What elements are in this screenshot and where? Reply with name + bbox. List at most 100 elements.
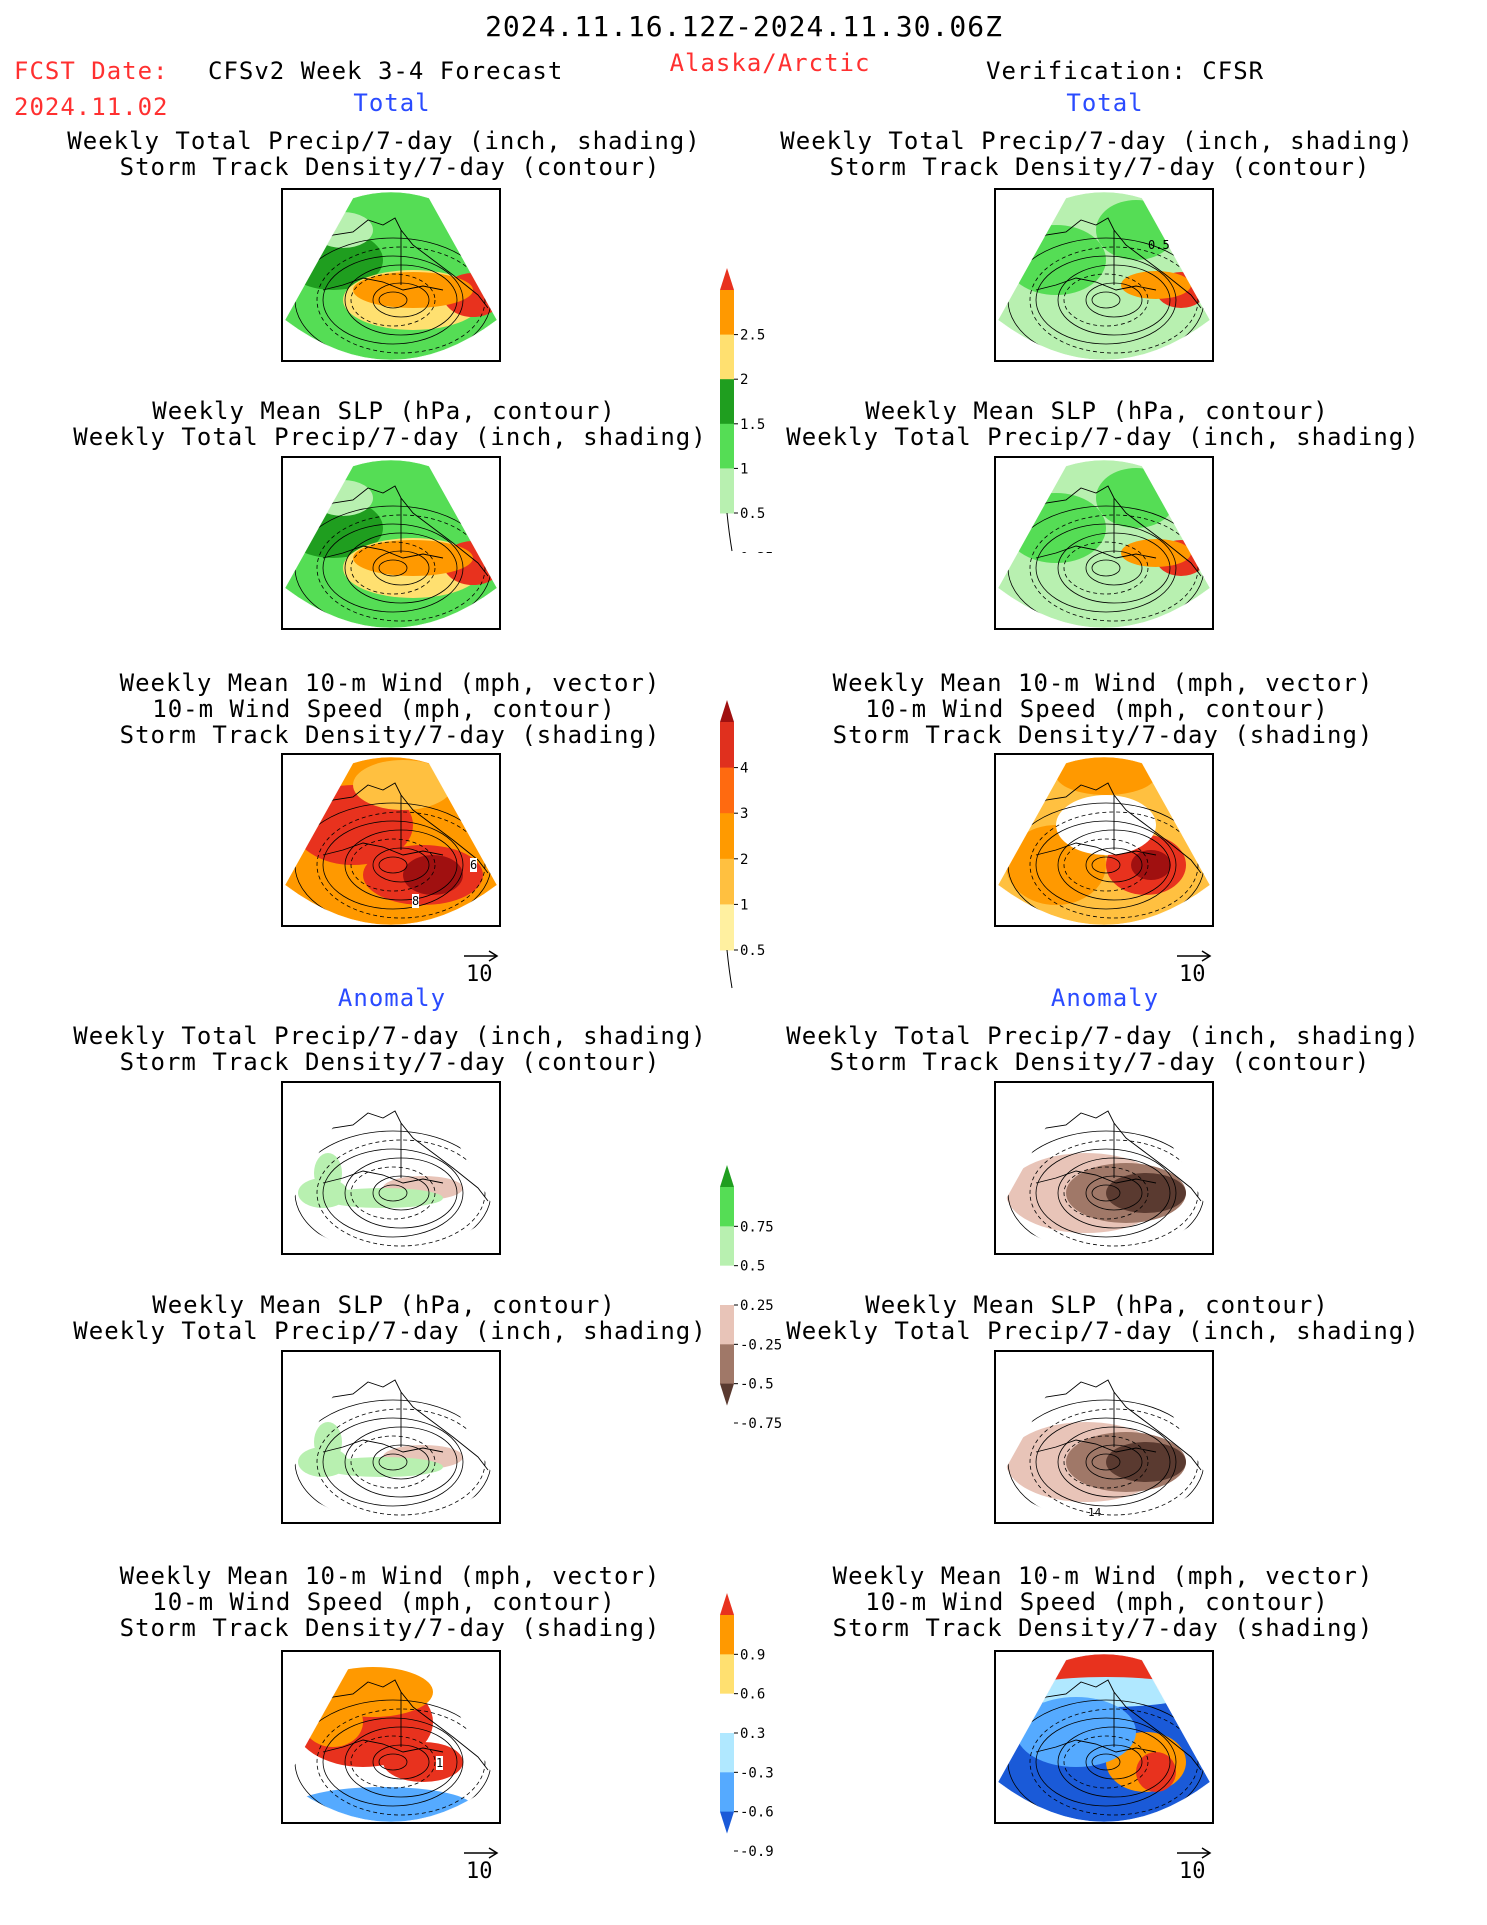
map-domain-edge [284, 756, 498, 925]
date-range: 2024.11.16.12Z-2024.11.30.06Z [485, 10, 1003, 43]
map-fcst-anom-wind [281, 1650, 501, 1824]
map-contour [350, 1166, 436, 1220]
title-r3-a: Weekly Mean 10-m Wind (mph, vector) [832, 669, 1374, 697]
map-contour [1063, 1435, 1149, 1489]
map-contour [322, 523, 464, 613]
title-l1-a: Weekly Total Precip/7-day (inch, shading… [67, 127, 701, 155]
colorbar-top-cap [720, 1165, 734, 1187]
title-r6-a: Weekly Mean 10-m Wind (mph, vector) [832, 1562, 1374, 1590]
map-contour [378, 1184, 408, 1202]
title-l4-a: Weekly Total Precip/7-day (inch, shading… [73, 1022, 707, 1050]
map-contour [1035, 1717, 1177, 1807]
colorbar-label: -0.6 [740, 1805, 774, 1821]
title-r2-a: Weekly Mean SLP (hPa, contour) [865, 397, 1329, 425]
map-contour [1035, 1417, 1177, 1507]
colorbar-label: -0.5 [740, 1377, 774, 1393]
colorbar-label: 3 [740, 806, 748, 822]
verification-label: Verification: CFSR [986, 57, 1265, 85]
map-contour [350, 838, 436, 892]
fcst-date: 2024.11.02 [14, 93, 169, 121]
colorbar-bottom-cap [720, 1811, 734, 1834]
colorbar-swatch [720, 722, 734, 769]
map-shading [353, 540, 473, 576]
map-contour [1029, 514, 1199, 622]
section-anomaly-left: Anomaly [337, 984, 447, 1012]
map-contour [1029, 1408, 1199, 1516]
map-contour [322, 255, 464, 345]
map-contour [1091, 1184, 1121, 1202]
map-shading [314, 1422, 342, 1462]
map-contour [350, 273, 436, 327]
colorbar-label: 2.5 [740, 328, 765, 344]
coastline [312, 1379, 489, 1471]
coastline [312, 485, 489, 577]
title-l4-b: Storm Track Density/7-day (contour) [119, 1048, 661, 1076]
map-domain-edge [997, 459, 1211, 628]
colorbar-swatch [720, 379, 734, 425]
colorbar-swatch [720, 1187, 734, 1227]
title-l6-c: Storm Track Density/7-day (shading) [119, 1614, 661, 1642]
colorbar-label: -0.25 [740, 1337, 782, 1353]
map-domain-edge [284, 1353, 498, 1522]
map-shading [313, 480, 373, 516]
map-domain-edge [997, 1353, 1211, 1522]
map-contour [1063, 838, 1149, 892]
vector-ref-label-l2: 10 [466, 1859, 493, 1884]
title-r4-b: Storm Track Density/7-day (contour) [829, 1048, 1371, 1076]
colorbar-precip-anom: 0.75 0.5 0.25 -0.25 -0.5 -0.75 [720, 1165, 800, 1445]
colorbar-label: 0.25 [740, 989, 774, 990]
map-contour [1063, 1735, 1149, 1789]
colorbar-top-cap [720, 1593, 734, 1615]
map-contour [1091, 291, 1121, 309]
map-contour [1035, 523, 1177, 613]
title-r5-a: Weekly Mean SLP (hPa, contour) [865, 1291, 1329, 1319]
fcst-wind-contour-label-b: 8 [412, 894, 420, 908]
colorbar-swatch [720, 1305, 734, 1345]
map-shading [1136, 1752, 1176, 1792]
map-contour [1063, 1166, 1149, 1220]
map-contour [1091, 856, 1121, 874]
title-l2-b: Weekly Total Precip/7-day (inch, shading… [73, 423, 707, 451]
map-contour [1029, 1708, 1199, 1816]
colorbar-swatch [720, 904, 734, 951]
title-l6-b: 10-m Wind Speed (mph, contour) [152, 1588, 616, 1616]
map-contour [1063, 541, 1149, 595]
map-contour [1091, 559, 1121, 577]
map-contour [378, 291, 408, 309]
vector-ref-r2 [1175, 1845, 1215, 1864]
coastline [1025, 1679, 1202, 1771]
colorbar-swatch [720, 334, 734, 380]
colorbar-tail [726, 512, 733, 552]
title-l1-b: Storm Track Density/7-day (contour) [119, 153, 661, 181]
map-shading [1016, 1697, 1136, 1767]
vector-ref-l2 [462, 1845, 502, 1864]
title-r3-c: Storm Track Density/7-day (shading) [832, 721, 1374, 749]
coastline [1025, 217, 1202, 309]
map-contour [322, 1717, 464, 1807]
colorbar-swatch [720, 468, 734, 514]
map-contour [1035, 255, 1177, 345]
colorbar-label: 1 [740, 461, 748, 477]
map-shading [323, 1457, 443, 1477]
map-shading [1056, 795, 1156, 855]
colorbar-swatch [720, 290, 734, 336]
obs-precip-contour-label: 0.5 [1148, 238, 1170, 252]
coastline [312, 782, 489, 874]
map-fcst-total-slp [281, 456, 501, 630]
region-label: Alaska/Arctic [669, 49, 871, 77]
map-domain-edge [284, 1653, 498, 1822]
fcst-label: FCST Date: [14, 57, 169, 85]
vector-ref-l1 [462, 948, 502, 967]
colorbar-label: -0.9 [740, 1844, 774, 1860]
colorbar-label: 0.5 [740, 1259, 765, 1275]
title-l5-a: Weekly Mean SLP (hPa, contour) [152, 1291, 616, 1319]
coastline [1025, 485, 1202, 577]
colorbar-swatch [720, 423, 734, 469]
map-contour [1091, 1453, 1121, 1471]
map-contour [1091, 1753, 1121, 1771]
colorbar-swatch [720, 1344, 734, 1385]
title-r6-b: 10-m Wind Speed (mph, contour) [865, 1588, 1329, 1616]
fcst-wind-contour-label-a: 6 [470, 858, 478, 872]
colorbar-swatch [720, 1226, 734, 1267]
colorbar-swatch [720, 1733, 734, 1773]
